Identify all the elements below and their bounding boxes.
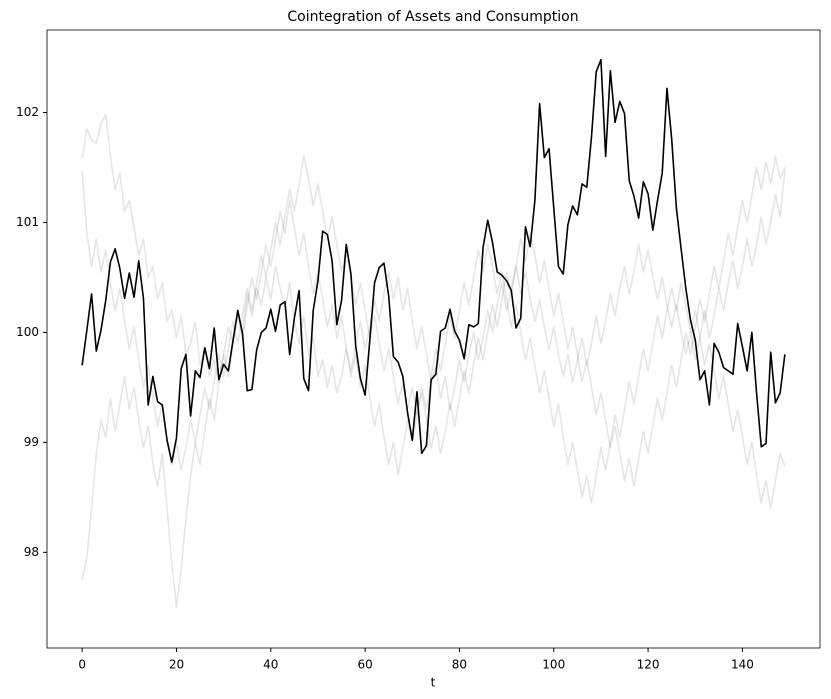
x-tick-label: 140: [731, 658, 754, 672]
series-line: [81, 58, 786, 463]
series-line: [81, 199, 786, 609]
x-tick-label: 20: [169, 658, 184, 672]
series-line: [81, 155, 786, 488]
series-line: [81, 113, 786, 411]
x-tick-label: 0: [78, 658, 86, 672]
plot-frame: [46, 29, 821, 649]
x-tick-label: 120: [637, 658, 660, 672]
chart-title: Cointegration of Assets and Consumption: [287, 9, 578, 25]
y-tick-label: 99: [24, 435, 39, 449]
y-tick-label: 100: [16, 325, 39, 339]
y-tick-label: 102: [16, 105, 39, 119]
x-tick-label: 80: [452, 658, 467, 672]
x-tick-label: 60: [357, 658, 372, 672]
y-tick-label: 101: [16, 215, 39, 229]
y-tick-label: 98: [24, 545, 39, 559]
x-tick-label: 100: [542, 658, 565, 672]
x-axis-label: t: [431, 676, 436, 690]
x-tick-label: 40: [263, 658, 278, 672]
